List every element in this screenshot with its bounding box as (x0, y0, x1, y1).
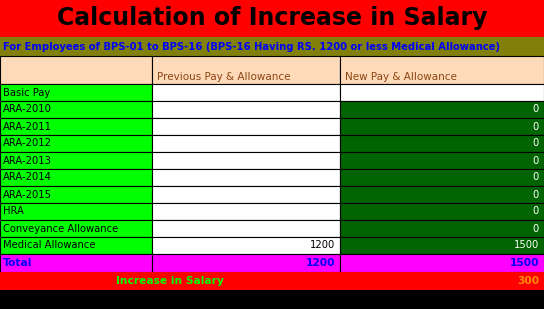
Bar (0, 220, 152, 237)
Text: 0: 0 (533, 138, 539, 149)
Text: ARA-2011: ARA-2011 (3, 121, 52, 132)
Text: ARA-2014: ARA-2014 (3, 172, 52, 183)
Bar (340, 56, 544, 84)
Text: Total: Total (3, 258, 33, 268)
Bar (340, 220, 544, 237)
Text: ARA-2015: ARA-2015 (3, 189, 52, 200)
Bar (0, 84, 152, 101)
Bar (152, 254, 340, 272)
Text: Conveyance Allowance: Conveyance Allowance (3, 223, 118, 234)
Bar (340, 254, 544, 272)
Text: ARA-2013: ARA-2013 (3, 155, 52, 166)
Bar (152, 56, 340, 84)
Text: Previous Pay & Allowance: Previous Pay & Allowance (157, 72, 290, 82)
Bar (340, 152, 544, 169)
Text: Calculation of Increase in Salary: Calculation of Increase in Salary (57, 6, 487, 31)
Bar (340, 101, 544, 118)
Text: Increase in Salary: Increase in Salary (116, 276, 224, 286)
Bar (152, 101, 340, 118)
Bar (152, 203, 340, 220)
Bar (152, 135, 340, 152)
Bar (152, 220, 340, 237)
Text: 0: 0 (533, 223, 539, 234)
Bar (0, 152, 152, 169)
Text: 1200: 1200 (310, 240, 335, 251)
Text: ARA-2010: ARA-2010 (3, 104, 52, 115)
Bar (152, 237, 340, 254)
Bar (340, 237, 544, 254)
Text: HRA: HRA (3, 206, 24, 217)
Bar (152, 152, 340, 169)
Text: 300: 300 (517, 276, 539, 286)
Bar (0, 203, 152, 220)
Bar (152, 118, 340, 135)
Bar (152, 169, 340, 186)
Bar (340, 186, 544, 203)
Bar (0, 237, 152, 254)
Bar (0, 101, 152, 118)
Bar (0, 37, 544, 56)
Bar (0, 272, 544, 290)
Bar (152, 84, 340, 101)
Bar (0, 56, 152, 84)
Bar (152, 186, 340, 203)
Text: ARA-2012: ARA-2012 (3, 138, 52, 149)
Text: 0: 0 (533, 121, 539, 132)
Text: 0: 0 (533, 206, 539, 217)
Text: Medical Allowance: Medical Allowance (3, 240, 96, 251)
Text: 0: 0 (533, 189, 539, 200)
Text: Basic Pay: Basic Pay (3, 87, 50, 98)
Bar (340, 84, 544, 101)
Bar (340, 203, 544, 220)
Bar (0, 135, 152, 152)
Bar (0, 118, 152, 135)
Bar (340, 118, 544, 135)
Bar (0, 169, 152, 186)
Text: 1200: 1200 (306, 258, 335, 268)
Bar (340, 169, 544, 186)
Text: 1500: 1500 (510, 258, 539, 268)
Bar (0, 0, 544, 37)
Bar (0, 186, 152, 203)
Text: 0: 0 (533, 104, 539, 115)
Text: 0: 0 (533, 172, 539, 183)
Text: 1500: 1500 (514, 240, 539, 251)
Bar (340, 135, 544, 152)
Text: For Employees of BPS-01 to BPS-16 (BPS-16 Having RS. 1200 or less Medical Allowa: For Employees of BPS-01 to BPS-16 (BPS-1… (3, 41, 500, 52)
Text: New Pay & Allowance: New Pay & Allowance (345, 72, 457, 82)
Text: 0: 0 (533, 155, 539, 166)
Bar (0, 254, 152, 272)
